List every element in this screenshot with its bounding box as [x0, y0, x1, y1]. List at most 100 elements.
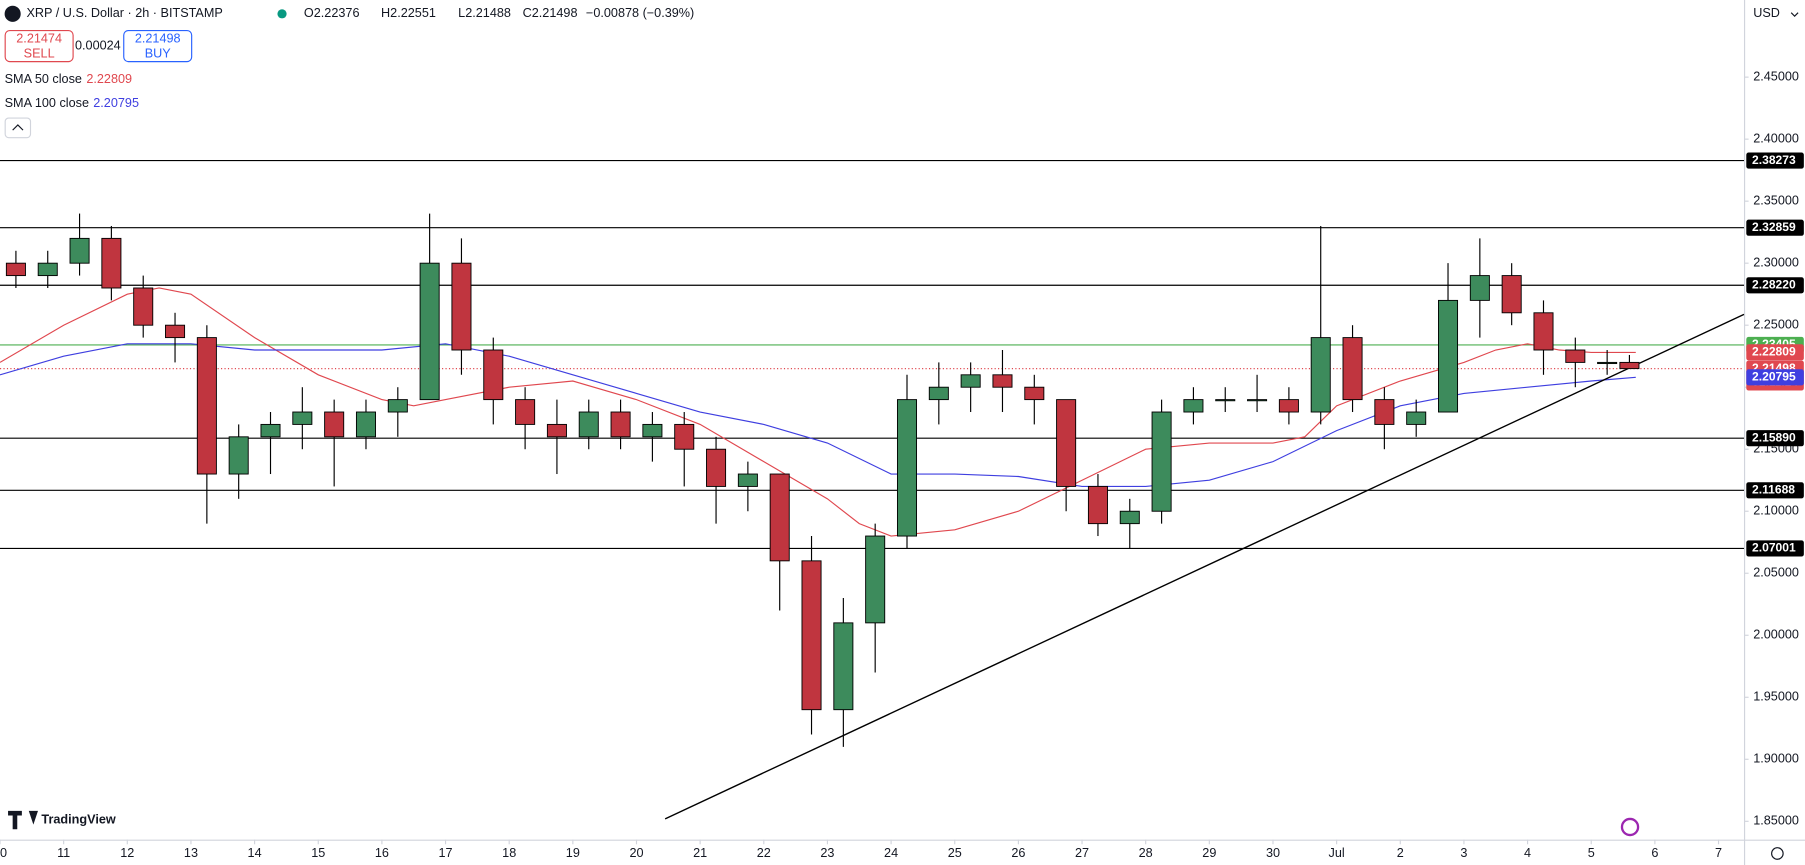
- candle-body: [228, 436, 249, 475]
- x-tick-label: 3: [1460, 846, 1467, 860]
- candle-body: [324, 411, 345, 438]
- candle-body: [1406, 411, 1427, 425]
- level-label: 2.07001: [1752, 541, 1796, 555]
- level-label: 2.11688: [1752, 482, 1795, 496]
- ohlc-low: L2.21488: [458, 6, 511, 20]
- assistant-icon[interactable]: [1620, 817, 1640, 837]
- sma50-box: [1746, 344, 1804, 361]
- buy-label[interactable]: BUY: [145, 46, 172, 60]
- candle-body: [578, 411, 599, 438]
- x-tick-label: 7: [1715, 846, 1722, 860]
- spread: 0.00024: [75, 38, 121, 52]
- sell-price[interactable]: 2.21474: [16, 32, 62, 46]
- plot-area: [0, 160, 1745, 820]
- level-box: [1746, 219, 1804, 236]
- x-tick-label: 22: [757, 846, 771, 860]
- x-tick-label: 11: [57, 846, 70, 860]
- collapse-icon[interactable]: [12, 124, 24, 131]
- candle-body: [451, 262, 472, 351]
- ohlc-open: O2.22376: [304, 6, 360, 20]
- candle-body: [419, 262, 440, 401]
- currency[interactable]: USD: [1753, 6, 1780, 20]
- brand-name: TradingView: [41, 812, 115, 826]
- candle-body: [165, 324, 186, 339]
- level-label: 2.38273: [1752, 153, 1796, 167]
- candle-body: [801, 560, 822, 711]
- candle-body: [865, 535, 886, 624]
- candle-body: [1183, 399, 1204, 413]
- candle-body: [133, 287, 154, 326]
- candle-body: [1278, 399, 1299, 413]
- x-tick-label: 16: [375, 846, 389, 860]
- candle-body: [1619, 361, 1640, 370]
- candle-body: [101, 237, 122, 289]
- x-tick-label: 10: [0, 846, 7, 860]
- candle-body: [260, 423, 281, 438]
- x-tick-label: 15: [311, 846, 325, 860]
- candle-body: [1247, 399, 1268, 402]
- level-box: [1746, 540, 1804, 557]
- level-box: [1746, 430, 1804, 447]
- candle-body: [737, 473, 758, 487]
- ohlc-high: H2.22551: [381, 6, 436, 20]
- settings-icon[interactable]: [1771, 847, 1784, 860]
- candle-body: [674, 423, 695, 450]
- x-tick-label: 12: [120, 846, 134, 860]
- y-tick-label: 2.35000: [1753, 194, 1799, 208]
- sell-button[interactable]: [4, 29, 74, 63]
- candle-body: [1310, 337, 1331, 413]
- brand-logo: [8, 810, 38, 830]
- symbol-title: XRP / U.S. Dollar · 2h · BITSTAMP: [26, 6, 222, 20]
- candle-body: [196, 337, 217, 475]
- x-tick-label: 2: [1397, 846, 1404, 860]
- y-tick-label: 2.40000: [1753, 131, 1799, 145]
- y-tick-label: 2.30000: [1753, 256, 1799, 270]
- candle-body: [1056, 399, 1077, 487]
- buy-button[interactable]: [123, 29, 193, 63]
- x-tick-label: 29: [1202, 846, 1216, 860]
- level-box: [1746, 482, 1804, 499]
- candle-body: [546, 423, 567, 438]
- candle-body: [5, 262, 26, 277]
- x-tick-label: 21: [693, 846, 707, 860]
- x-tick-label: 27: [1075, 846, 1089, 860]
- candle-body: [1597, 361, 1618, 365]
- candle-body: [1533, 312, 1554, 351]
- x-tick-label: 18: [502, 846, 516, 860]
- trend-line: [664, 313, 1745, 820]
- y-tick-label: 1.90000: [1753, 752, 1799, 766]
- candle-body: [706, 448, 727, 487]
- candle-body: [610, 411, 631, 438]
- x-tick-label: 19: [566, 846, 580, 860]
- x-tick-label: 26: [1011, 846, 1025, 860]
- sell-label[interactable]: SELL: [24, 46, 55, 60]
- sma100-label: 2.20795: [1752, 370, 1796, 384]
- symbol-icon: [4, 5, 21, 22]
- candle-body: [1374, 399, 1395, 425]
- candle-body: [992, 374, 1013, 388]
- y-tick-label: 2.10000: [1753, 504, 1799, 518]
- level-box: [1746, 277, 1804, 294]
- sma100-box: [1746, 369, 1804, 386]
- currency-caret[interactable]: [1790, 12, 1799, 17]
- candle-body: [896, 399, 918, 537]
- legend-sma50-value: 2.22809: [86, 72, 132, 86]
- candle-body: [1087, 485, 1108, 525]
- collapse-button[interactable]: [4, 117, 32, 139]
- candle-body: [1469, 275, 1490, 301]
- ohlc-close: C2.21498: [523, 6, 578, 20]
- y-tick-label: 2.05000: [1753, 566, 1799, 580]
- y-tick-label: 2.25000: [1753, 318, 1799, 332]
- candle-body: [1438, 299, 1459, 413]
- x-tick-label: Jul: [1329, 846, 1345, 860]
- x-tick-label: 14: [248, 846, 262, 860]
- x-tick-label: 6: [1651, 846, 1658, 860]
- buy-price[interactable]: 2.21498: [135, 32, 181, 46]
- legend-sma50-name: SMA 50 close: [5, 72, 82, 86]
- y-tick-label: 1.95000: [1753, 690, 1799, 704]
- candle-body: [37, 262, 58, 277]
- market-status: [277, 9, 287, 19]
- candle-body: [387, 399, 408, 413]
- x-tick-label: 4: [1524, 846, 1531, 860]
- candle-body: [69, 237, 90, 264]
